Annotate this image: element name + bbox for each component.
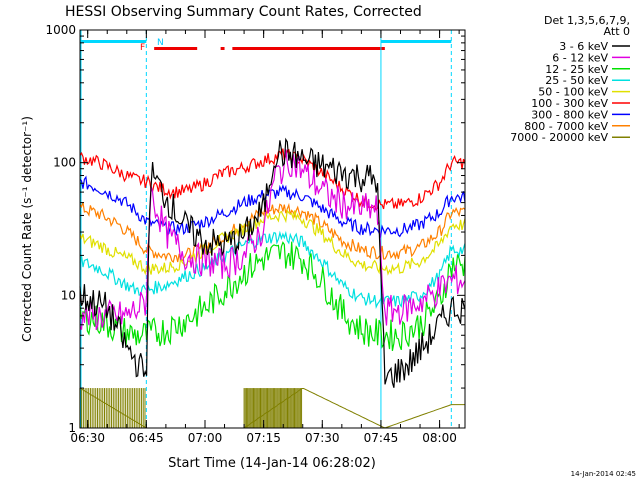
- series-layer: [79, 30, 466, 429]
- series-line: [79, 175, 466, 239]
- y-tick-label: 10: [61, 288, 76, 302]
- flare-flag-label: F: [140, 43, 145, 53]
- series-line: [79, 202, 466, 264]
- series-line: [79, 149, 466, 331]
- flare-flag-segment: [232, 47, 385, 50]
- flare-flag-segment: [154, 47, 198, 50]
- axes-layer: 06:30 06:45 07:00 07:15 07:30 07:45 08:00 1 10 10…: [45, 23, 465, 445]
- x-tick-label: 06:30: [70, 431, 105, 445]
- legend-label: 300 - 800 keV: [531, 108, 608, 121]
- series-line: [79, 137, 466, 388]
- footer-date: 14-Jan-2014 02:45: [571, 470, 636, 478]
- series-line: [79, 148, 466, 211]
- y-axis-label: Corrected Count Rate (s⁻¹ detector⁻¹): [20, 116, 34, 342]
- legend-label: 12 - 25 keV: [545, 63, 608, 76]
- x-tick-label: 07:15: [246, 431, 281, 445]
- legend-label: 50 - 100 keV: [538, 86, 608, 99]
- legend-label: 800 - 7000 keV: [524, 120, 608, 133]
- flare-flag-segment: [220, 47, 225, 50]
- legend-label: 3 - 6 keV: [559, 40, 608, 53]
- series-line: [79, 241, 466, 352]
- flare-flag-bar: [154, 47, 385, 50]
- x-tick-label: 08:00: [422, 431, 457, 445]
- legend-header: Att 0: [604, 25, 630, 38]
- y-tick-label: 100: [53, 156, 76, 170]
- x-tick-label: 07:45: [364, 431, 399, 445]
- legend-label: 7000 - 20000 keV: [510, 131, 608, 144]
- x-tick-label: 07:00: [188, 431, 223, 445]
- legend-label: 25 - 50 keV: [545, 74, 608, 87]
- legend-label: 6 - 12 keV: [552, 51, 608, 64]
- series-line: [79, 208, 466, 276]
- x-axis-label: Start Time (14-Jan-14 06:28:02): [168, 456, 376, 471]
- x-tick-label: 07:30: [305, 431, 340, 445]
- night-flag-bar: [79, 40, 452, 43]
- x-tick-label: 06:45: [129, 431, 164, 445]
- night-flag-segment: [380, 40, 452, 43]
- plot-frame: [79, 29, 466, 429]
- saa-flag-label: N: [157, 38, 164, 48]
- y-tick-label: 1: [68, 421, 76, 435]
- night-flag-segment: [79, 40, 147, 43]
- series-line: [79, 230, 466, 310]
- legend-label: 100 - 300 keV: [531, 97, 608, 110]
- chart-title: HESSI Observing Summary Count Rates, Cor…: [65, 4, 422, 20]
- legend-header: Det 1,3,5,6,7,9,: [544, 14, 630, 27]
- y-tick-label: 1000: [45, 23, 76, 37]
